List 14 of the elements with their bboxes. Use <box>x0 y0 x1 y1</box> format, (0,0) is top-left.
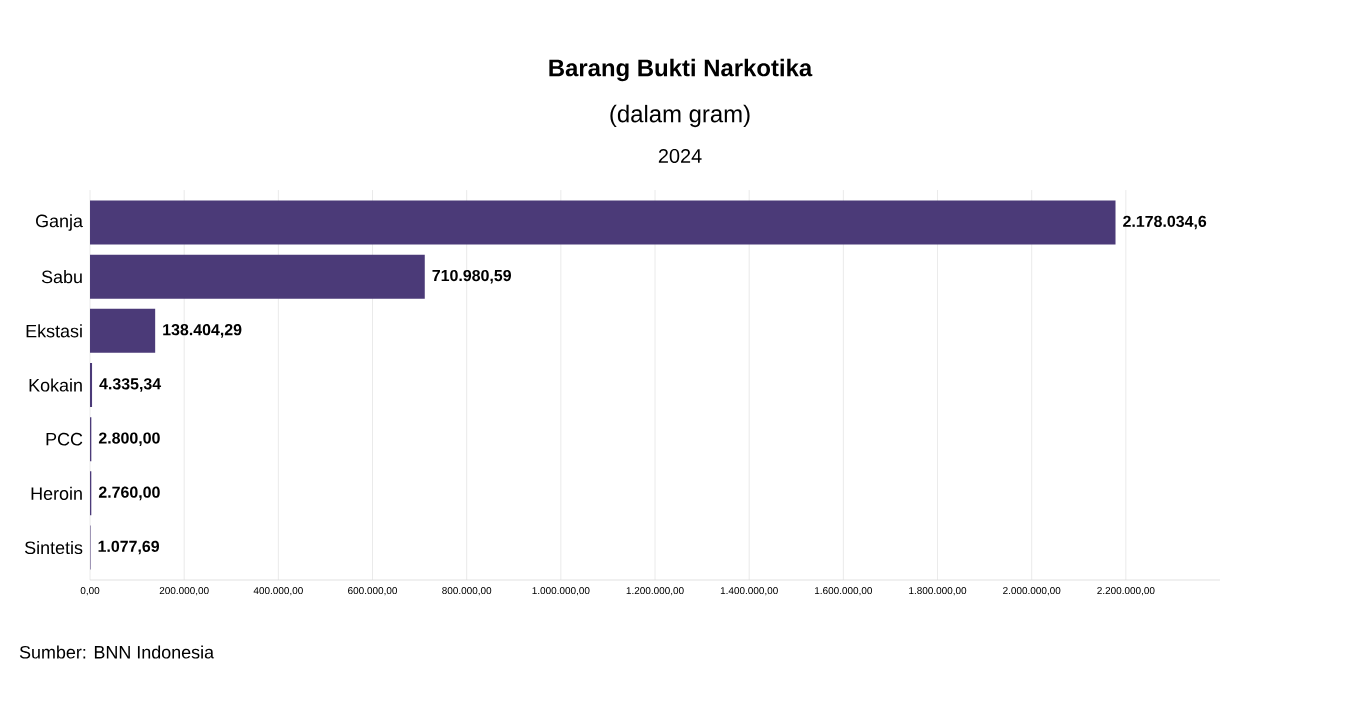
y-tick-label: Ganja <box>36 214 83 231</box>
y-tick-label: Kokain <box>29 378 82 392</box>
text: Sumber: BNN Indonesia <box>19 645 215 659</box>
chart-title: Barang Bukti Narkotika <box>549 58 813 82</box>
y-tick-label: PCC <box>46 432 83 446</box>
x-axis-title: 2024 <box>658 148 702 164</box>
y-tick-label: Sabu <box>41 270 82 284</box>
bar <box>90 254 425 299</box>
y-tick-label: Ekstasi <box>26 324 82 338</box>
y-tick-label: Heroin <box>31 486 82 500</box>
chart-subtitle: (dalam gram) <box>610 104 750 128</box>
bar <box>90 200 1116 245</box>
bar <box>90 308 156 353</box>
y-tick-label: Sintetis <box>24 540 83 555</box>
